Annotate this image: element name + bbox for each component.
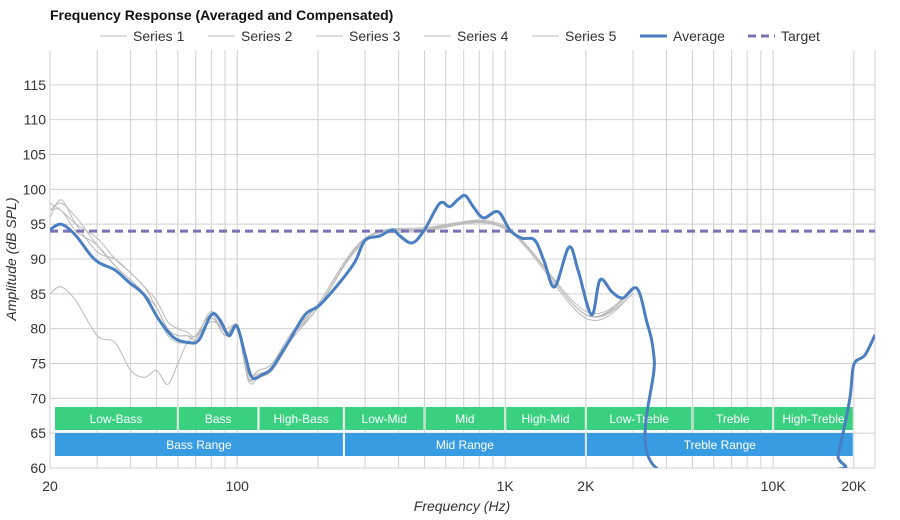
y-tick-label: 75 bbox=[30, 356, 46, 372]
chart-title: Frequency Response (Averaged and Compens… bbox=[50, 7, 393, 23]
band-treble bbox=[693, 407, 773, 430]
x-tick-label: 20K bbox=[841, 478, 867, 494]
legend-label: Series 4 bbox=[457, 28, 509, 44]
band-high-mid bbox=[506, 407, 585, 430]
range-label: Mid Range bbox=[436, 438, 494, 452]
average-line bbox=[50, 193, 875, 468]
band-label: High-Mid bbox=[522, 412, 570, 426]
y-tick-label: 100 bbox=[23, 181, 47, 197]
y-tick-label: 95 bbox=[30, 216, 46, 232]
y-tick-label: 60 bbox=[30, 460, 46, 476]
grid bbox=[49, 50, 876, 469]
band-mid bbox=[425, 407, 505, 430]
band-label: High-Bass bbox=[274, 412, 329, 426]
band-label: Mid bbox=[455, 412, 474, 426]
x-axis-label: Frequency (Hz) bbox=[414, 498, 510, 514]
legend-label: Target bbox=[781, 28, 820, 44]
x-tick-label: 20 bbox=[42, 478, 58, 494]
range-treble-range bbox=[586, 433, 853, 456]
x-tick-label: 1K bbox=[497, 478, 515, 494]
series-5-line bbox=[50, 208, 634, 383]
band-low-mid bbox=[344, 407, 424, 430]
series-1-line bbox=[50, 221, 634, 385]
legend: Series 1 Series 2 Series 3 Series 4 Series 5… bbox=[100, 28, 820, 44]
band-label: Treble bbox=[716, 412, 750, 426]
frequency-bands: Low-Bass Bass High-Bass Low-Mid Mid High-Mid L… bbox=[55, 407, 853, 456]
legend-label: Average bbox=[673, 28, 725, 44]
band-label: Low-Bass bbox=[90, 412, 143, 426]
band-high-treble bbox=[774, 407, 853, 430]
series-4-line bbox=[50, 199, 634, 381]
range-label: Treble Range bbox=[684, 438, 757, 452]
band-high-bass bbox=[259, 407, 343, 430]
y-axis-label: Amplitude (dB SPL) bbox=[3, 198, 19, 322]
range-mid-range bbox=[344, 433, 585, 456]
band-low-bass bbox=[55, 407, 177, 430]
y-tick-label: 80 bbox=[30, 321, 46, 337]
legend-label: Series 5 bbox=[565, 28, 617, 44]
band-label: Low-Treble bbox=[609, 412, 669, 426]
band-label: High-Treble bbox=[782, 412, 845, 426]
y-tick-label: 105 bbox=[23, 147, 47, 163]
axes: 60 65 70 75 80 85 90 95 100 105 110 115 20 100 1K 2K 10K… bbox=[23, 77, 867, 494]
y-tick-label: 115 bbox=[24, 77, 47, 93]
band-label: Low-Mid bbox=[362, 412, 407, 426]
legend-label: Series 3 bbox=[349, 28, 401, 44]
x-tick-label: 2K bbox=[577, 478, 595, 494]
y-tick-label: 70 bbox=[30, 390, 46, 406]
y-tick-label: 90 bbox=[30, 251, 46, 267]
range-bass-range bbox=[55, 433, 343, 456]
band-low-treble bbox=[586, 407, 692, 430]
legend-label: Series 2 bbox=[241, 28, 293, 44]
range-label: Bass Range bbox=[166, 438, 232, 452]
y-tick-label: 65 bbox=[30, 425, 46, 441]
y-tick-label: 85 bbox=[30, 286, 46, 302]
legend-label: Series 1 bbox=[133, 28, 185, 44]
y-tick-label: 110 bbox=[24, 112, 47, 128]
x-tick-label: 10K bbox=[761, 478, 787, 494]
x-tick-label: 100 bbox=[226, 478, 250, 494]
series-lines bbox=[50, 193, 875, 468]
band-label: Bass bbox=[205, 412, 232, 426]
band-bass bbox=[178, 407, 258, 430]
